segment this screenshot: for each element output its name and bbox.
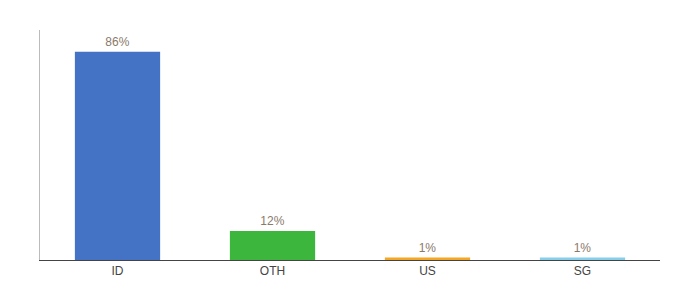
svg-text:OTH: OTH bbox=[260, 264, 285, 278]
svg-text:1%: 1% bbox=[419, 241, 437, 255]
svg-text:86%: 86% bbox=[105, 35, 129, 49]
svg-text:12%: 12% bbox=[260, 214, 284, 228]
svg-text:1%: 1% bbox=[574, 241, 592, 255]
svg-text:ID: ID bbox=[112, 264, 124, 278]
svg-text:SG: SG bbox=[574, 264, 591, 278]
svg-text:US: US bbox=[419, 264, 436, 278]
